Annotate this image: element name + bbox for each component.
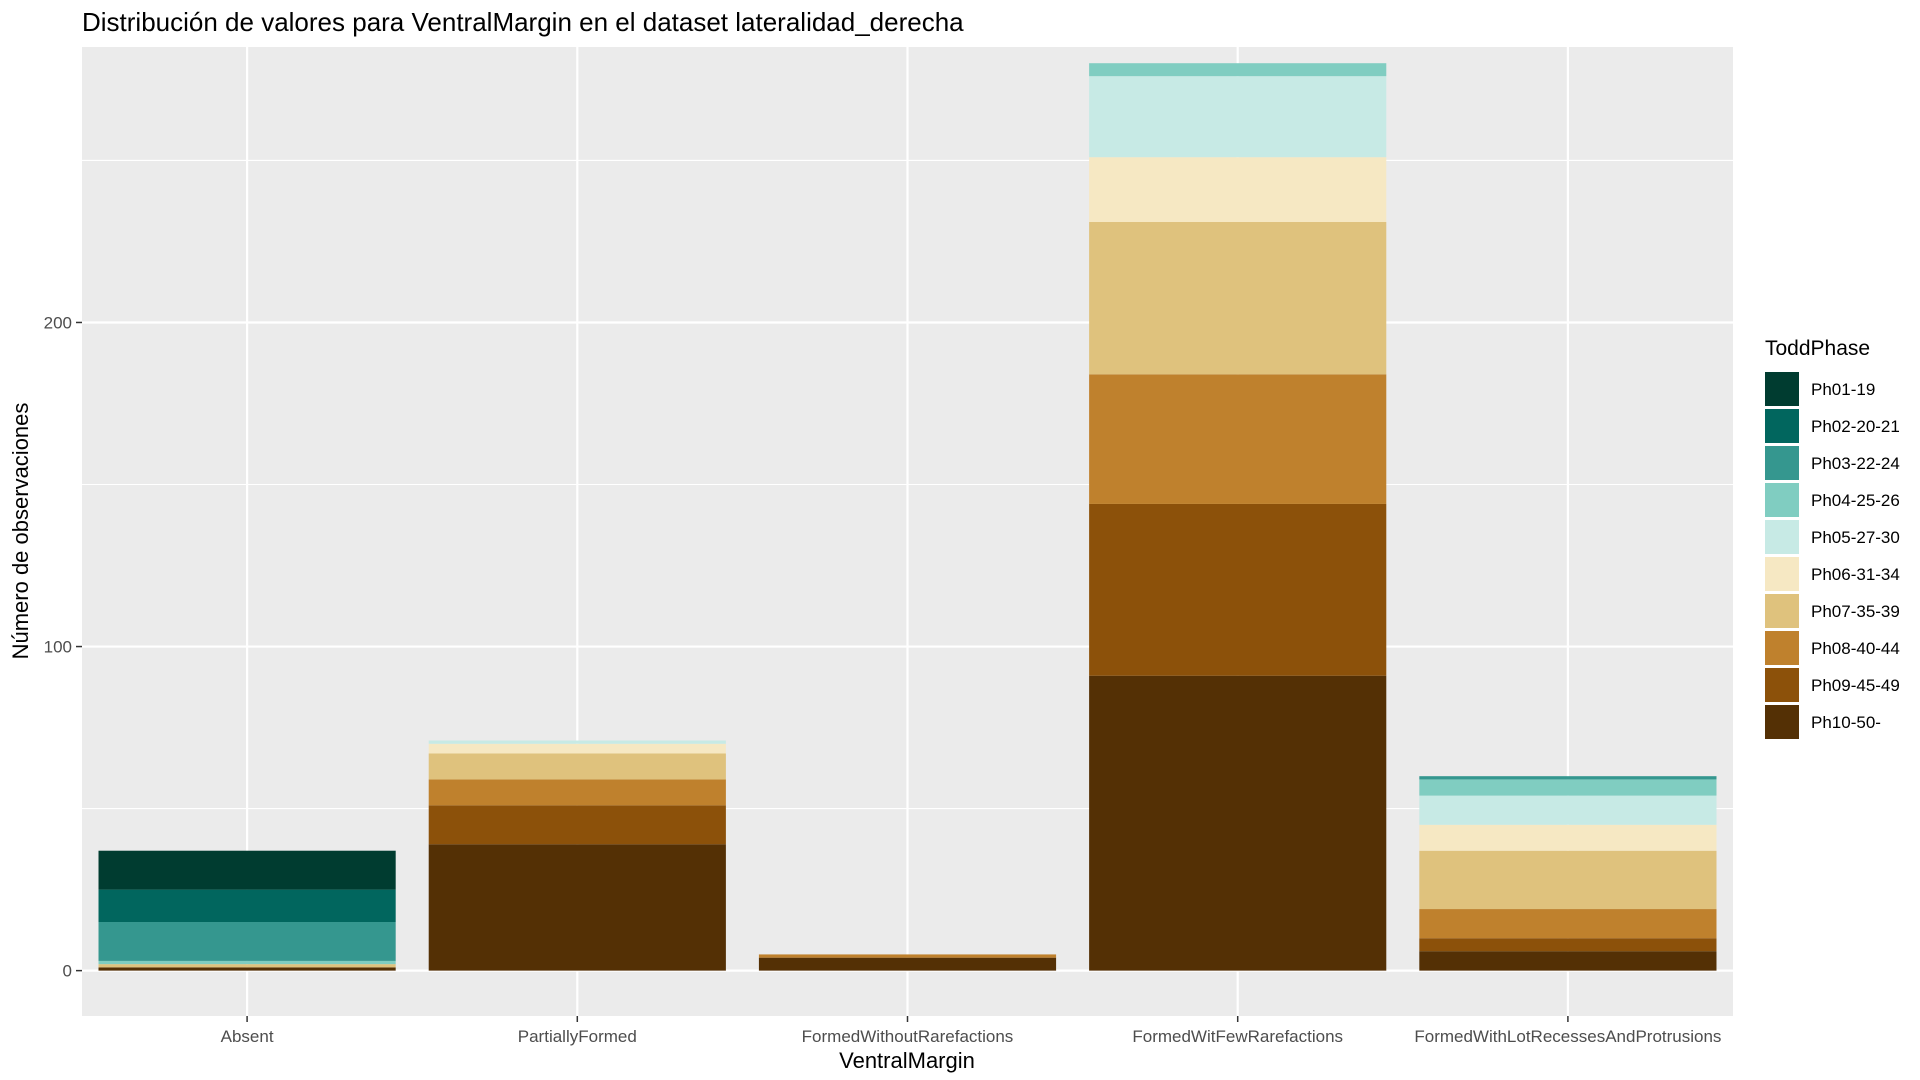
legend-key bbox=[1765, 372, 1799, 406]
x-tick-label: FormedWithLotRecessesAndProtrusions bbox=[1414, 1027, 1721, 1046]
bar-segment bbox=[1419, 795, 1717, 825]
bar-segment bbox=[1089, 63, 1387, 77]
x-tick-label: FormedWitFewRarefactions bbox=[1132, 1027, 1343, 1046]
bar-segment bbox=[428, 743, 726, 754]
bar-segment bbox=[1419, 776, 1717, 780]
legend-key bbox=[1765, 594, 1799, 628]
x-tick-label: FormedWithoutRarefactions bbox=[802, 1027, 1014, 1046]
bar-segment bbox=[428, 779, 726, 806]
legend-key bbox=[1765, 483, 1799, 517]
bar-segment bbox=[1089, 157, 1387, 223]
legend-label: Ph08-40-44 bbox=[1811, 639, 1900, 658]
bar-segment bbox=[1419, 779, 1717, 796]
legend-key bbox=[1765, 520, 1799, 554]
legend-label: Ph09-45-49 bbox=[1811, 676, 1900, 695]
legend-label: Ph03-22-24 bbox=[1811, 454, 1900, 473]
bar-segment bbox=[758, 957, 1057, 971]
legend-key bbox=[1765, 631, 1799, 665]
x-tick-label: PartiallyFormed bbox=[518, 1027, 637, 1046]
bar-segment bbox=[98, 922, 396, 961]
bar-segment bbox=[1089, 503, 1387, 676]
bar-segment bbox=[428, 844, 726, 971]
legend-label: Ph10-50- bbox=[1811, 713, 1881, 732]
bar-segment bbox=[98, 889, 396, 923]
bar-segment bbox=[1419, 850, 1717, 910]
x-axis-title: VentralMargin bbox=[839, 1048, 975, 1073]
bar-segment bbox=[98, 964, 396, 968]
legend-label: Ph07-35-39 bbox=[1811, 602, 1900, 621]
bar-segment bbox=[1089, 675, 1387, 971]
bars-layer bbox=[98, 63, 1717, 971]
bar-segment bbox=[1419, 909, 1717, 939]
x-axis: Absent PartiallyFormed FormedWithoutRarefa… bbox=[221, 1016, 1721, 1046]
legend-label: Ph01-19 bbox=[1811, 380, 1875, 399]
legend: ToddPhase Ph01-19 Ph02-20-21 Ph03-22-24 Ph0… bbox=[1765, 337, 1900, 739]
bar-segment bbox=[1419, 938, 1717, 952]
y-tick-label: 0 bbox=[63, 962, 72, 981]
bar-segment bbox=[98, 960, 396, 965]
bar-segment bbox=[428, 753, 726, 780]
legend-label: Ph05-27-30 bbox=[1811, 528, 1900, 547]
bar-segment bbox=[1089, 374, 1387, 504]
legend-label: Ph06-31-34 bbox=[1811, 565, 1900, 584]
legend-key bbox=[1765, 705, 1799, 739]
x-tick-label: Absent bbox=[221, 1027, 274, 1046]
y-axis: 0 100 200 bbox=[44, 313, 82, 981]
y-tick-label: 100 bbox=[44, 638, 72, 657]
y-axis-title: Número de observaciones bbox=[8, 403, 33, 660]
legend-title: ToddPhase bbox=[1765, 337, 1870, 360]
bar-segment bbox=[98, 967, 396, 971]
bar-segment bbox=[98, 850, 396, 890]
bar-segment bbox=[1089, 222, 1387, 375]
bar-segment bbox=[428, 740, 726, 744]
legend-label: Ph04-25-26 bbox=[1811, 491, 1900, 510]
bar-segment bbox=[1089, 76, 1387, 158]
bar-segment bbox=[1419, 951, 1717, 971]
bar-segment bbox=[758, 954, 1057, 958]
legend-key bbox=[1765, 557, 1799, 591]
legend-key bbox=[1765, 409, 1799, 443]
legend-label: Ph02-20-21 bbox=[1811, 417, 1900, 436]
legend-key bbox=[1765, 446, 1799, 480]
bar-segment bbox=[428, 805, 726, 845]
y-tick-label: 200 bbox=[44, 313, 72, 332]
bar-segment bbox=[1419, 824, 1717, 851]
legend-key bbox=[1765, 668, 1799, 702]
chart-title: Distribución de valores para VentralMarg… bbox=[82, 7, 964, 37]
